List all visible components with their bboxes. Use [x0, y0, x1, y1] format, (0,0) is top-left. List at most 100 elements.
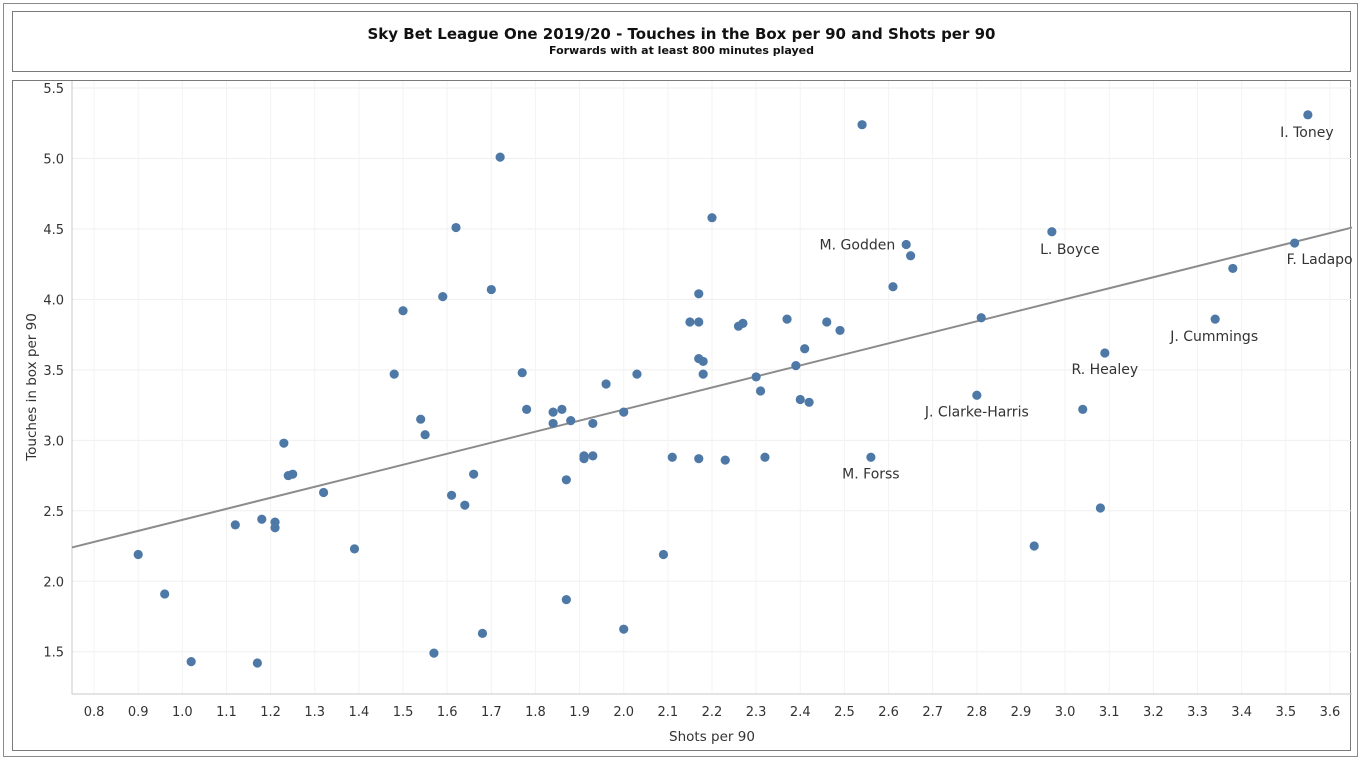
data-point	[548, 407, 558, 417]
data-point	[1100, 348, 1110, 358]
x-tick-label: 3.3	[1187, 705, 1208, 720]
title-box: Sky Bet League One 2019/20 - Touches in …	[12, 11, 1351, 72]
x-tick-label: 2.2	[702, 705, 723, 720]
x-tick-label: 3.1	[1099, 705, 1120, 720]
data-point	[667, 452, 677, 462]
data-point	[632, 369, 642, 379]
point-label: J. Clarke-Harris	[924, 404, 1029, 420]
data-point	[698, 356, 708, 367]
data-point	[579, 454, 589, 464]
data-point	[517, 368, 527, 378]
data-point	[1095, 503, 1106, 513]
x-tick-label: 2.5	[834, 705, 855, 720]
data-point	[707, 213, 717, 223]
x-tick-label: 2.9	[1011, 705, 1032, 720]
data-point	[857, 120, 867, 130]
data-point	[906, 251, 916, 261]
data-point	[557, 404, 567, 414]
data-point	[800, 344, 810, 354]
data-point	[738, 318, 748, 328]
data-point	[972, 390, 982, 400]
x-tick-label: 2.1	[658, 705, 679, 720]
data-point	[866, 452, 876, 462]
data-point	[782, 314, 792, 324]
x-tick-label: 2.0	[613, 705, 634, 720]
data-point	[318, 487, 329, 498]
data-point	[230, 520, 240, 530]
data-point	[522, 404, 532, 414]
y-tick-label: 5.5	[43, 82, 64, 97]
data-point	[619, 407, 629, 417]
data-point	[694, 454, 704, 464]
point-label: I. Toney	[1280, 125, 1334, 141]
x-tick-label: 3.4	[1231, 705, 1252, 720]
data-point	[477, 628, 488, 639]
data-point	[438, 292, 448, 302]
y-tick-label: 3.5	[43, 364, 64, 379]
x-tick-labels: 0.8 0.9 1.0 1.1 1.2 1.3 1.4 1.5 1.6 1.7 1.8 1.9 2.0 2…	[84, 705, 1341, 720]
data-point	[446, 490, 457, 500]
data-point	[760, 452, 770, 462]
x-tick-label: 1.0	[172, 705, 193, 720]
data-point	[601, 379, 611, 389]
data-point	[420, 430, 430, 440]
x-tick-label: 0.9	[128, 705, 149, 720]
data-point	[548, 418, 558, 429]
chart-title: Sky Bet League One 2019/20 - Touches in …	[367, 25, 996, 43]
x-tick-label: 1.3	[304, 705, 325, 720]
data-point	[349, 544, 360, 554]
y-tick-label: 3.0	[43, 434, 64, 449]
x-tick-label: 0.8	[84, 705, 105, 720]
data-point	[755, 386, 766, 396]
data-point	[901, 239, 911, 250]
data-point	[252, 658, 262, 668]
x-tick-label: 1.7	[481, 705, 502, 720]
point-labels: M. Forss M. Godden J. Clarke-Harris L. Boyc…	[820, 125, 1353, 482]
y-axis-title: Touches in box per 90	[24, 313, 40, 462]
x-tick-label: 1.9	[569, 705, 590, 720]
data-point	[751, 372, 761, 382]
y-tick-label: 5.0	[43, 153, 64, 168]
data-point	[495, 152, 505, 162]
data-point	[698, 369, 708, 379]
data-point	[561, 594, 571, 605]
data-point	[270, 523, 280, 533]
data-point	[795, 394, 805, 405]
data-point	[429, 648, 439, 658]
x-tick-label: 2.4	[790, 705, 811, 720]
data-point	[976, 313, 986, 323]
x-tick-label: 2.8	[966, 705, 987, 720]
chart-subtitle: Forwards with at least 800 minutes playe…	[549, 44, 814, 57]
y-tick-labels: 1.5 2.0 2.5 3.0 3.5 4.0 4.5 5.0 5.5	[43, 82, 64, 661]
y-tick-label: 2.5	[43, 505, 64, 520]
data-point	[835, 325, 845, 336]
x-tick-label: 1.2	[260, 705, 281, 720]
x-tick-label: 2.7	[922, 705, 943, 720]
y-tick-label: 4.0	[43, 293, 64, 308]
x-tick-label: 1.5	[393, 705, 414, 720]
data-point	[1210, 314, 1220, 324]
data-point	[486, 284, 496, 295]
y-tick-label: 4.5	[43, 223, 64, 238]
data-point	[561, 475, 571, 485]
point-label: M. Forss	[842, 466, 899, 482]
x-tick-label: 1.1	[216, 705, 237, 720]
data-point	[658, 549, 669, 560]
chart-box	[12, 80, 1351, 751]
chart-frame	[3, 3, 1358, 757]
y-tick-label: 1.5	[43, 646, 64, 661]
point-label: F. Ladapo	[1287, 252, 1353, 268]
point-label: M. Godden	[820, 237, 896, 253]
axes	[71, 81, 1352, 695]
data-point	[398, 306, 408, 316]
data-points	[133, 110, 1313, 668]
x-tick-label: 3.0	[1055, 705, 1076, 720]
data-point	[619, 624, 629, 634]
data-point	[1303, 110, 1313, 120]
data-point	[588, 451, 598, 461]
data-point	[460, 500, 470, 510]
data-point	[694, 289, 704, 299]
x-axis-title: Shots per 90	[669, 729, 755, 745]
data-point	[588, 418, 598, 429]
